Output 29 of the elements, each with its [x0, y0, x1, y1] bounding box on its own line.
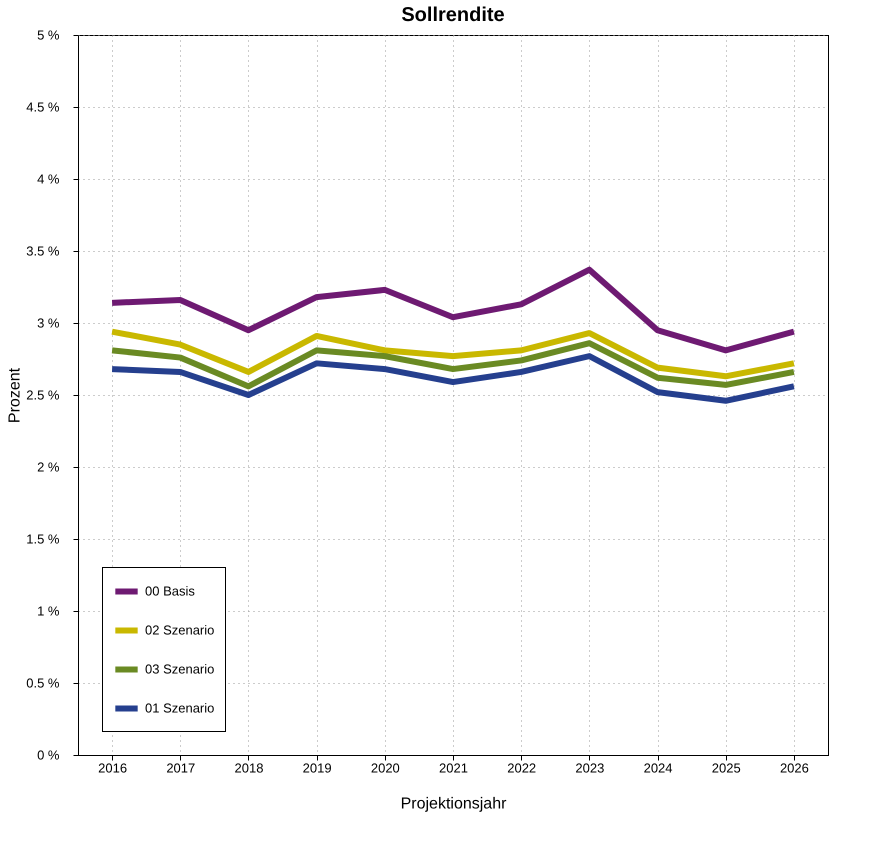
x-tick-label: 2020	[370, 760, 400, 776]
legend-label: 00 Basis	[145, 584, 196, 598]
y-tick-label: 1 %	[37, 604, 60, 618]
x-tick-label: 2024	[644, 760, 673, 776]
chart-title: Sollrendite	[401, 4, 505, 26]
x-tick-label: 2021	[439, 760, 468, 776]
legend-label: 02 Szenario	[145, 622, 214, 638]
legend-label: 03 Szenario	[145, 662, 214, 676]
y-tick-label: 2 %	[37, 460, 60, 474]
x-tick-label: 2023	[575, 760, 604, 776]
y-tick-label: 0.5 %	[26, 676, 60, 690]
x-tick-label: 2017	[166, 760, 196, 776]
y-tick-label: 1.5 %	[26, 532, 60, 546]
x-tick-label: 2018	[234, 760, 264, 776]
x-tick-label: 2016	[98, 760, 128, 776]
x-axis-title: Projektionsjahr	[400, 796, 508, 812]
y-tick-label: 2.5 %	[26, 388, 60, 402]
y-axis-title: Prozent	[6, 367, 24, 424]
legend-label: 01 Szenario	[145, 700, 214, 716]
y-tick-label: 4 %	[37, 172, 60, 186]
y-tick-label: 3 %	[37, 316, 60, 330]
y-tick-label: 4.5 %	[26, 100, 60, 114]
x-tick-label: 2022	[507, 760, 536, 776]
x-tick-label: 2019	[302, 760, 332, 776]
y-tick-label: 3.5 %	[26, 244, 60, 258]
x-tick-label: 2026	[780, 760, 809, 776]
x-tick-label: 2025	[712, 760, 741, 776]
y-tick-label: 5 %	[37, 28, 60, 42]
y-tick-label: 0 %	[37, 748, 60, 762]
